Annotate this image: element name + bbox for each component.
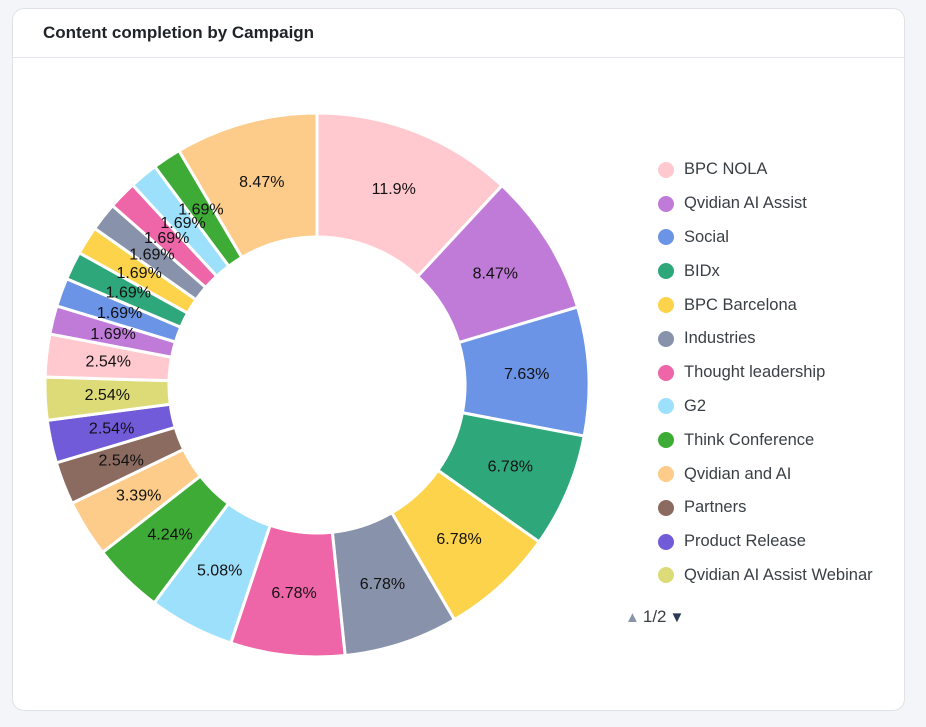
legend-swatch xyxy=(658,398,674,415)
legend-label: Think Conference xyxy=(684,430,815,449)
slice-data-label: 5.08% xyxy=(197,563,242,580)
legend-label: Industries xyxy=(684,329,756,348)
slice-data-label: 2.54% xyxy=(86,354,131,371)
legend-swatch xyxy=(658,297,674,314)
slice-data-label: 1.69% xyxy=(160,215,205,232)
legend-swatch xyxy=(658,229,674,246)
chart-card: Content completion by Campaign 11.9% 8.47… xyxy=(12,8,905,711)
slice-data-label: 11.9% xyxy=(372,181,416,198)
donut-chart: 11.9% 8.47% 7.63% 6.78% 6.78% 6.78% 6.78% 5.08%… xyxy=(43,111,591,659)
legend-swatch xyxy=(658,466,674,483)
slice-data-label: 7.63% xyxy=(504,366,549,383)
legend-item[interactable]: G2 xyxy=(658,390,898,424)
legend-label: Social xyxy=(684,227,729,246)
legend-swatch xyxy=(658,161,674,178)
legend-swatch xyxy=(658,567,674,584)
slice-data-label: 6.78% xyxy=(271,585,316,602)
triangle-down-icon[interactable]: ▼ xyxy=(669,608,685,626)
card-header: Content completion by Campaign xyxy=(13,9,904,58)
slice-data-label: 1.69% xyxy=(178,201,223,218)
legend-label: Qvidian and AI xyxy=(684,464,792,483)
legend-label: BPC NOLA xyxy=(684,160,768,179)
legend-label: BPC Barcelona xyxy=(684,295,797,314)
slice-data-label: 1.69% xyxy=(90,326,135,343)
slice-data-label: 4.24% xyxy=(147,527,192,544)
legend-swatch xyxy=(658,364,674,381)
legend-swatch xyxy=(658,330,674,347)
legend-swatch xyxy=(658,195,674,212)
legend-item[interactable]: Think Conference xyxy=(658,423,898,457)
slice-data-label: 3.39% xyxy=(116,487,161,504)
slice-data-label: 8.47% xyxy=(239,174,284,191)
legend-label: G2 xyxy=(684,396,707,415)
legend-swatch xyxy=(658,499,674,516)
legend-item[interactable]: Partners xyxy=(658,491,898,525)
slice-data-label: 1.69% xyxy=(106,284,151,301)
legend-label: BIDx xyxy=(684,261,720,280)
pager-text: 1/2 xyxy=(642,607,667,626)
legend-item[interactable]: Qvidian and AI xyxy=(658,457,898,491)
legend: BPC NOLA Qvidian AI Assist Social BIDx BPC B… xyxy=(658,153,898,592)
triangle-up-icon[interactable]: ▲ xyxy=(625,608,640,626)
legend-item[interactable]: Qvidian AI Assist xyxy=(658,187,898,221)
donut-slice[interactable] xyxy=(176,111,319,260)
slice-data-label: 2.54% xyxy=(99,452,144,469)
slice-data-label: 2.54% xyxy=(89,420,134,437)
legend-item[interactable]: Qvidian AI Assist Webinar xyxy=(658,559,898,593)
legend-swatch xyxy=(658,263,674,280)
legend-swatch xyxy=(658,432,674,449)
legend-item[interactable]: BPC NOLA xyxy=(658,153,898,187)
slice-data-label: 1.69% xyxy=(144,230,189,247)
legend-item[interactable]: Social xyxy=(658,221,898,255)
legend-label: Qvidian AI Assist xyxy=(684,194,807,213)
legend-pager: ▲ 1/2 ▼ xyxy=(625,607,684,627)
legend-item[interactable]: BPC Barcelona xyxy=(658,288,898,322)
legend-item[interactable]: BIDx xyxy=(658,254,898,288)
slice-data-label: 1.69% xyxy=(129,247,174,264)
legend-item[interactable]: Thought leadership xyxy=(658,356,898,390)
slice-data-label: 6.78% xyxy=(436,531,481,548)
slice-data-label: 6.78% xyxy=(488,459,533,476)
legend-item[interactable]: Product Release xyxy=(658,525,898,559)
legend-label: Product Release xyxy=(684,532,806,551)
legend-item[interactable]: Industries xyxy=(658,322,898,356)
card-title: Content completion by Campaign xyxy=(43,23,315,42)
slice-data-label: 8.47% xyxy=(473,266,518,283)
slice-data-label: 2.54% xyxy=(85,387,130,404)
slice-data-label: 1.69% xyxy=(116,265,161,282)
slice-data-label: 1.69% xyxy=(97,305,142,322)
legend-label: Qvidian AI Assist Webinar xyxy=(684,565,873,584)
slice-data-label: 6.78% xyxy=(360,576,405,593)
legend-label: Thought leadership xyxy=(684,363,826,382)
legend-swatch xyxy=(658,533,674,550)
legend-label: Partners xyxy=(684,498,747,517)
